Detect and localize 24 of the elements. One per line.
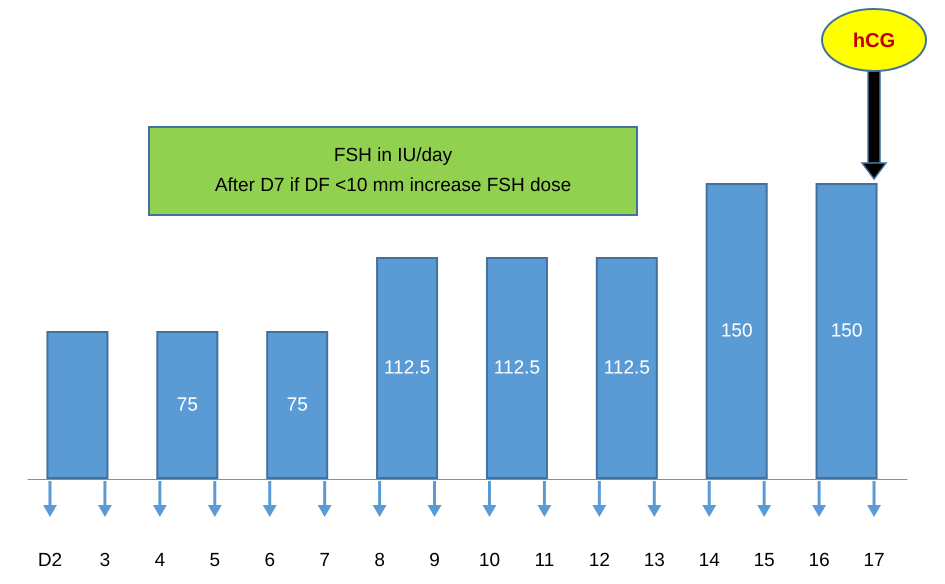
x-tick-label: 6 — [264, 550, 276, 571]
text: hCG — [852, 30, 896, 52]
data-label: 150 — [720, 320, 753, 342]
x-tick-label: 10 — [478, 550, 500, 571]
data-label: 112.5 — [494, 358, 540, 378]
x-tick-label: 12 — [588, 550, 610, 571]
x-tick-label: 5 — [210, 550, 220, 571]
x-tick-label: 13 — [644, 550, 665, 571]
x-tick-label: 3 — [100, 550, 110, 571]
x-tick-label: 17 — [863, 550, 885, 571]
x-tick-label: 15 — [754, 550, 775, 571]
x-tick-label: 4 — [154, 550, 166, 571]
data-label: 150 — [830, 320, 862, 342]
data-label: 75 — [176, 394, 198, 416]
x-tick-label: 11 — [534, 550, 554, 571]
x-tick-label: 9 — [429, 550, 440, 571]
x-tick-label: 7 — [319, 550, 330, 571]
x-tick-label: 8 — [374, 550, 385, 571]
x-tick-label: 16 — [808, 550, 830, 571]
x-tick-label: 14 — [698, 550, 720, 571]
data-label: 112.5 — [384, 358, 430, 378]
data-label: 112.5 — [604, 358, 650, 378]
data-label: 75 — [286, 394, 308, 416]
x-tick-label: D2 — [38, 550, 62, 571]
